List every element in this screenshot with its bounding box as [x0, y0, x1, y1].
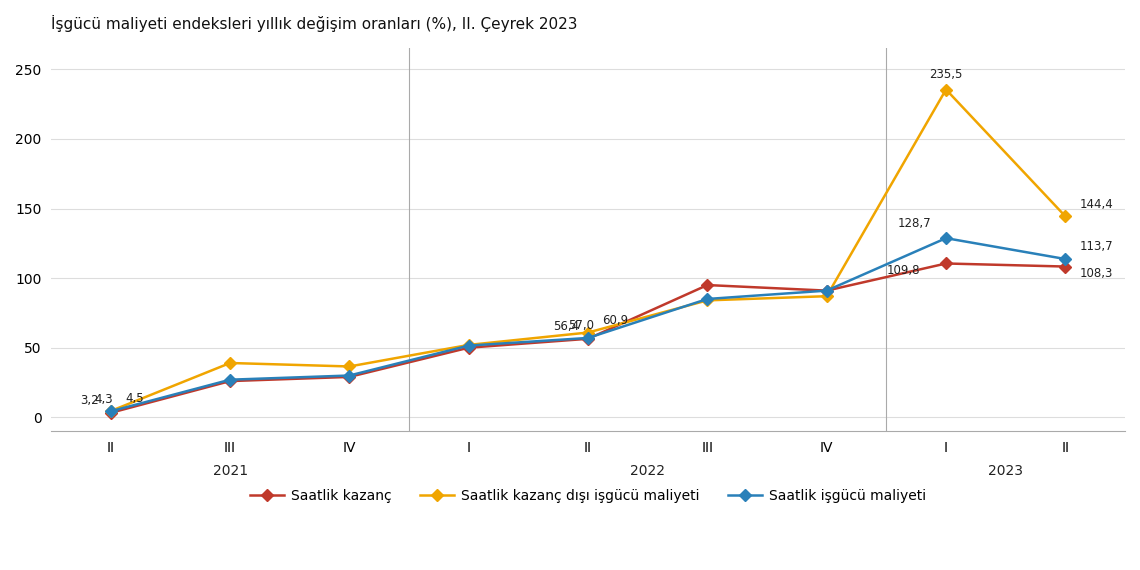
Text: 2022: 2022: [630, 464, 666, 478]
Legend: Saatlik kazanç, Saatlik kazanç dışı işgücü maliyeti, Saatlik işgücü maliyeti: Saatlik kazanç, Saatlik kazanç dışı işgü…: [244, 483, 933, 508]
Text: 2021: 2021: [212, 464, 247, 478]
Text: 4,3: 4,3: [95, 393, 113, 406]
Text: 109,8: 109,8: [886, 264, 920, 278]
Text: 235,5: 235,5: [929, 68, 962, 81]
Text: 60,9: 60,9: [602, 314, 628, 327]
Text: 4,5: 4,5: [125, 392, 144, 405]
Text: 3,2: 3,2: [80, 394, 98, 407]
Text: 56,4: 56,4: [554, 320, 579, 333]
Text: 128,7: 128,7: [898, 217, 931, 230]
Text: 2023: 2023: [988, 464, 1024, 478]
Text: 113,7: 113,7: [1080, 241, 1114, 254]
Text: 144,4: 144,4: [1080, 198, 1114, 211]
Text: 108,3: 108,3: [1080, 267, 1113, 280]
Text: 57,0: 57,0: [568, 319, 594, 332]
Text: İşgücü maliyeti endeksleri yıllık değişim oranları (%), II. Çeyrek 2023: İşgücü maliyeti endeksleri yıllık değişi…: [51, 15, 578, 32]
